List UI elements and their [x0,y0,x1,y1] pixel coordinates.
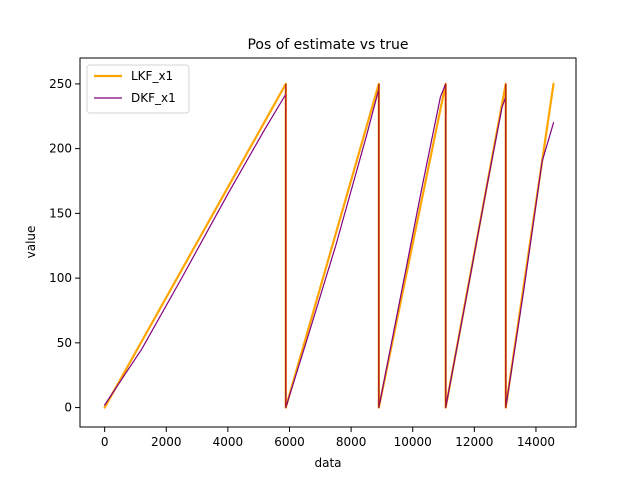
x-tick-label-7: 14000 [517,435,555,449]
y-tick-label-4: 200 [49,142,72,156]
plot-lines [103,82,555,409]
y-tick-label-0: 0 [64,401,72,415]
x-tick-label-2: 4000 [213,435,244,449]
x-tick-label-4: 8000 [336,435,367,449]
legend-dkf-label: DKF_x1 [131,91,176,105]
y-tick-label-2: 100 [49,271,72,285]
chart-title: Pos of estimate vs true [247,37,408,53]
x-tick-label-0: 0 [101,435,109,449]
ticks-group: 0 2000 4000 6000 8000 10000 12000 14000 0 50 100 15… [49,77,555,449]
plot-area [80,58,576,427]
axes-group [79,57,577,428]
axes-frame [79,57,577,428]
x-axis-label: data [314,456,341,470]
legend: LKF_x1 DKF_x1 [86,64,190,114]
y-axis-label: value [24,226,38,259]
legend-lkf-label: LKF_x1 [131,69,173,83]
y-tick-label-1: 50 [57,336,72,350]
y-tick-label-5: 250 [49,77,72,91]
x-tick-label-5: 10000 [394,435,432,449]
x-tick-label-3: 6000 [274,435,305,449]
x-tick-label-6: 12000 [455,435,493,449]
y-tick-label-3: 150 [49,206,72,220]
x-tick-label-1: 2000 [151,435,182,449]
